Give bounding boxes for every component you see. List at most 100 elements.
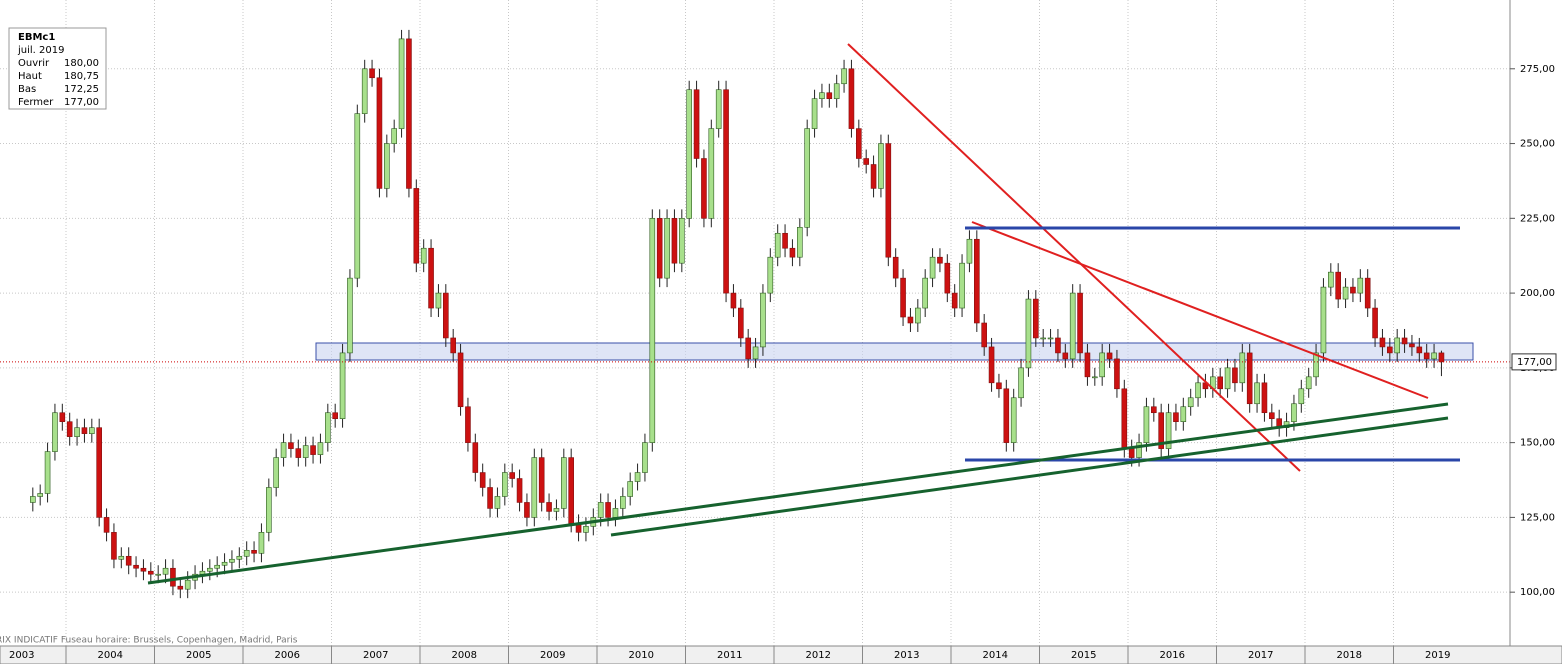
candle-body [701, 158, 707, 219]
candle-body [1328, 271, 1334, 288]
candle-body [1217, 376, 1223, 390]
candle-body [1261, 382, 1268, 414]
candle-body [420, 247, 427, 264]
candle-body [162, 567, 169, 575]
candle-body [649, 218, 656, 443]
candle-body [1246, 352, 1253, 405]
candle-body [944, 262, 951, 294]
candle-body [59, 412, 66, 422]
candle-body [605, 502, 611, 518]
x-tick-label: 2005 [186, 650, 211, 661]
candle-body [465, 406, 471, 443]
x-tick-label: 2014 [983, 650, 1008, 661]
candle-body [1364, 277, 1371, 309]
candle-body [974, 238, 980, 324]
candle-body [457, 352, 464, 408]
candle-body [1069, 292, 1076, 360]
x-tick-label: 2015 [1071, 650, 1096, 661]
candle-body [730, 292, 737, 309]
candle-body [1335, 271, 1341, 300]
candle-body [856, 128, 862, 159]
info-value: 180,00 [64, 58, 99, 69]
candle-body [745, 337, 751, 360]
candle-body [332, 412, 338, 420]
candle-body [310, 445, 316, 455]
candle-body [531, 457, 538, 518]
candle-body [708, 128, 715, 219]
candle-body [140, 567, 147, 572]
candle-body [325, 412, 331, 443]
trend-line [971, 221, 1429, 399]
candle-body [184, 579, 191, 590]
candle-body [656, 218, 663, 279]
candle-body [258, 532, 265, 554]
candle-body [81, 427, 88, 434]
candle-body [295, 448, 302, 458]
candle-body [1106, 352, 1113, 360]
candle-body [1077, 292, 1083, 354]
info-frame [8, 27, 107, 110]
candle-body [524, 502, 530, 518]
candle-body [811, 98, 818, 129]
candle-body [664, 218, 670, 279]
y-tick-label: 275,00 [1520, 64, 1555, 75]
candle-body [1003, 388, 1010, 443]
candle-body [597, 502, 604, 518]
drawings [147, 43, 1460, 585]
candle-body [988, 346, 995, 384]
candle-body [273, 457, 279, 488]
candle-body [1114, 358, 1120, 390]
x-tick-label: 2016 [1160, 650, 1185, 661]
candle-body [288, 442, 294, 449]
candle-body [892, 256, 899, 279]
info-label: Fermer [18, 97, 54, 108]
candle-body [612, 508, 619, 518]
candle-body [752, 346, 759, 360]
candle-body [723, 89, 729, 294]
candle-body [826, 92, 833, 99]
info-label: Bas [18, 84, 36, 95]
x-tick-label: 2012 [806, 650, 831, 661]
candle-body [443, 292, 449, 339]
x-tick-label: 2010 [629, 650, 654, 661]
x-axis-panel [0, 645, 1562, 664]
x-tick-label: 2003 [9, 650, 34, 661]
candle-body [1121, 388, 1128, 449]
candle-body [1423, 352, 1430, 360]
info-box: EBMc1 juil. 2019 Ouvrir 180,00 Haut 180,75 B… [8, 27, 107, 110]
candle-body [1357, 277, 1364, 294]
trend-line [610, 416, 1449, 537]
candle-body [44, 451, 51, 494]
candle-body [627, 481, 633, 497]
candle-body [774, 232, 781, 258]
candle-body [1401, 337, 1408, 345]
candle-body [1409, 343, 1415, 348]
candle-body [583, 526, 589, 533]
x-tick-label: 2007 [363, 650, 388, 661]
candle-body [1128, 448, 1135, 458]
candle-body [435, 292, 442, 309]
candle-body [1291, 403, 1297, 422]
candle-body [376, 77, 383, 189]
candle-body [996, 382, 1002, 390]
candle-body [1254, 382, 1260, 405]
candle-body [1165, 412, 1172, 449]
candle-body [1040, 337, 1046, 340]
candle-body [1239, 352, 1246, 384]
candle-body [317, 442, 324, 455]
candle-body [715, 89, 722, 129]
candle-body [177, 585, 184, 590]
candle-body [546, 502, 552, 512]
candle-body [1136, 442, 1142, 458]
candle-body [221, 561, 228, 566]
candle-body [347, 277, 353, 354]
candle-body [553, 508, 560, 512]
candle-body [1187, 397, 1194, 408]
candle-body [111, 532, 117, 560]
candle-body [907, 316, 914, 324]
y-tick-label: 225,00 [1520, 213, 1555, 224]
x-tick-label: 2019 [1425, 650, 1450, 661]
candle-body [1018, 367, 1024, 399]
candle-body [1431, 352, 1437, 360]
